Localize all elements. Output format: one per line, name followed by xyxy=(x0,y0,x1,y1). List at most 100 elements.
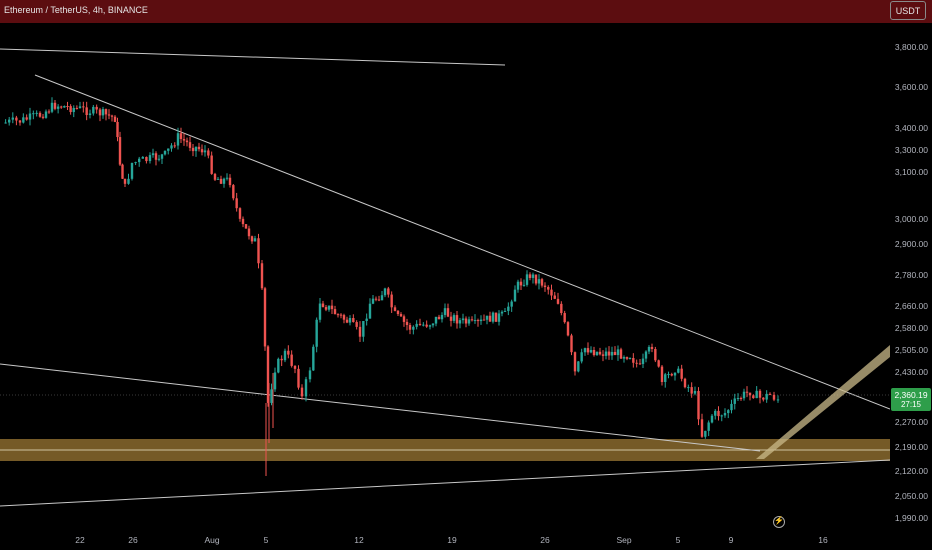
candle-body xyxy=(355,322,358,327)
candle-body xyxy=(580,352,583,362)
candle-body xyxy=(736,398,740,400)
candle-body xyxy=(673,372,677,376)
candle-body xyxy=(628,357,632,359)
candle-body xyxy=(690,387,693,394)
candle-body xyxy=(277,358,280,373)
candle-body xyxy=(44,111,48,118)
candle-body xyxy=(607,351,611,356)
candle-body xyxy=(154,153,158,160)
candle-body xyxy=(318,303,322,320)
candle-body xyxy=(622,357,626,359)
candle-body xyxy=(610,351,614,356)
candle-body xyxy=(241,218,245,225)
candle-body xyxy=(534,274,538,284)
candle-body xyxy=(56,106,60,109)
candle-body xyxy=(28,113,32,120)
candle-body xyxy=(440,314,444,320)
candle-body xyxy=(368,303,372,319)
candle-body xyxy=(118,137,122,165)
candle-body xyxy=(485,315,489,320)
candle-body xyxy=(402,316,406,322)
candle-body xyxy=(358,326,362,337)
time-tick: Aug xyxy=(204,535,220,545)
candle-body xyxy=(210,155,213,174)
candle-body xyxy=(428,325,432,327)
candle-body xyxy=(497,313,501,322)
candle-body xyxy=(287,350,290,355)
candle-body xyxy=(121,164,124,179)
candle-body xyxy=(519,281,523,286)
candle-body xyxy=(312,346,315,371)
candle-body xyxy=(613,351,617,356)
candle-body xyxy=(219,178,223,184)
candle-body xyxy=(225,177,229,179)
candle-body xyxy=(683,378,687,388)
candle-body xyxy=(616,349,620,356)
candle-body xyxy=(570,335,573,353)
candle-body xyxy=(273,372,277,390)
candle-body xyxy=(765,393,768,400)
candle-body xyxy=(32,113,35,115)
candle-body xyxy=(543,285,547,288)
currency-button[interactable]: USDT xyxy=(890,1,926,20)
candle-body xyxy=(503,310,507,312)
candle-body xyxy=(739,398,743,400)
candle-body xyxy=(425,324,428,327)
candle-body xyxy=(300,387,304,397)
candle-body xyxy=(664,374,667,382)
price-axis[interactable]: 3,800.00 3,600.00 3,400.00 3,300.00 3,10… xyxy=(890,23,932,527)
candle-body xyxy=(66,106,69,108)
lightning-icon[interactable]: ⚡ xyxy=(773,516,785,528)
candle-body xyxy=(38,112,42,117)
candle-body xyxy=(644,351,648,359)
candle-body xyxy=(116,121,119,138)
candle-body xyxy=(619,349,623,359)
candle-body xyxy=(244,224,248,229)
candle-body xyxy=(110,115,114,117)
candle-body xyxy=(488,315,492,322)
candle-body xyxy=(170,145,173,149)
candle-body xyxy=(522,284,526,286)
candle-body xyxy=(11,117,14,120)
time-tick: 16 xyxy=(818,535,828,545)
candle-body xyxy=(577,361,580,372)
candle-body xyxy=(566,322,570,336)
candle-body xyxy=(188,142,192,148)
descending-resistance-trendline xyxy=(34,74,890,410)
price-chart[interactable] xyxy=(0,23,890,527)
candle-body xyxy=(714,410,717,416)
candle-body xyxy=(134,162,137,164)
candle-body xyxy=(758,390,762,398)
candle-body xyxy=(727,410,730,414)
candle-body xyxy=(510,301,513,307)
candle-body xyxy=(710,415,714,423)
candle-body xyxy=(176,133,180,146)
price-tick: 2,120.00 xyxy=(894,466,928,476)
candle-body xyxy=(396,310,400,315)
candle-body xyxy=(586,348,590,353)
candle-body xyxy=(563,313,566,323)
candle-body xyxy=(720,415,723,417)
candle-body xyxy=(222,178,226,184)
candle-body xyxy=(635,362,638,364)
candle-body xyxy=(365,318,368,322)
time-axis[interactable]: 22 26 Aug 5 12 19 26 Sep 5 9 16 xyxy=(0,527,932,550)
time-tick: 22 xyxy=(75,535,85,545)
candle-body xyxy=(513,289,517,302)
candle-body xyxy=(263,288,267,347)
candle-body xyxy=(157,158,161,160)
candle-body xyxy=(167,148,170,151)
bar-countdown: 27:15 xyxy=(900,400,922,409)
candle-body xyxy=(464,318,468,324)
candle-body xyxy=(467,319,471,324)
symbol-title[interactable]: Ethereum / TetherUS, 4h, BINANCE xyxy=(4,5,148,15)
candle-body xyxy=(437,316,441,320)
price-tick: 3,800.00 xyxy=(894,42,928,52)
candle-body xyxy=(250,236,254,242)
candle-body xyxy=(238,208,242,219)
candle-body xyxy=(449,316,453,321)
candle-body xyxy=(604,351,608,356)
candle-body xyxy=(18,120,22,123)
candle-body xyxy=(632,357,635,363)
